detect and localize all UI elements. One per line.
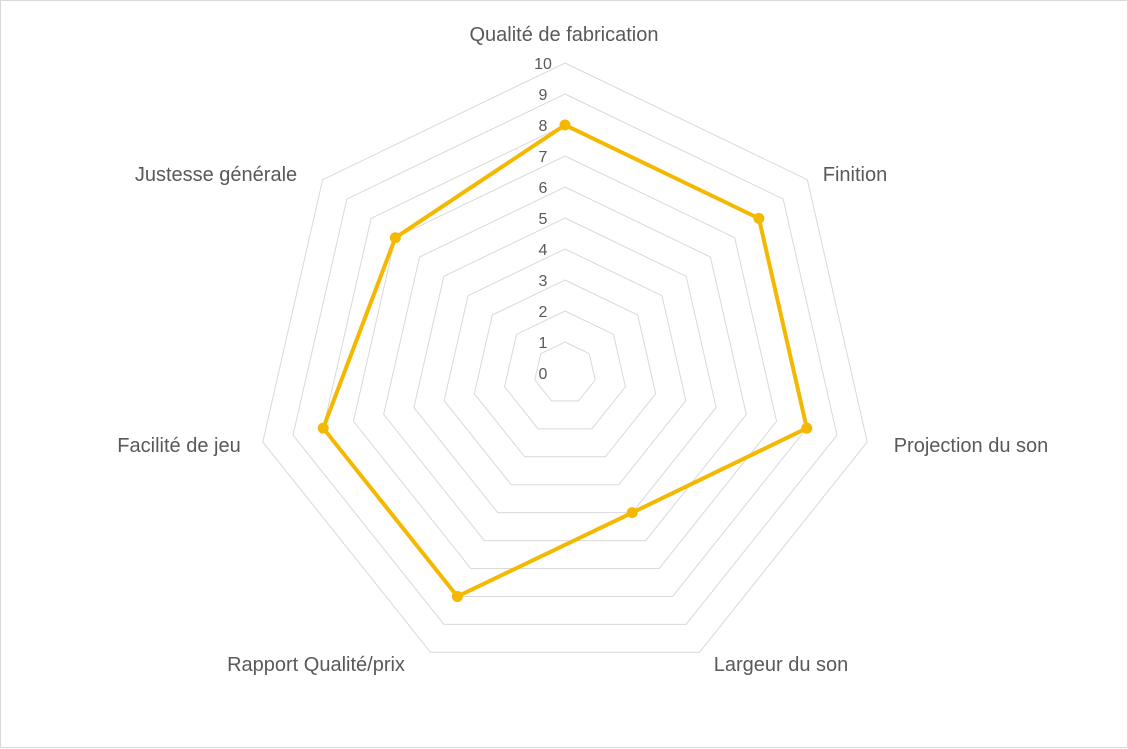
grid-ring	[352, 155, 778, 570]
tick-label: 1	[539, 335, 548, 352]
category-labels: Qualité de fabrication Finition Projection…	[117, 24, 1048, 676]
data-point	[317, 422, 329, 434]
data-point	[451, 590, 463, 602]
tick-label: 6	[539, 180, 548, 197]
series-line	[321, 123, 809, 599]
tick-label: 0	[539, 366, 548, 383]
tick-label: 10	[534, 56, 552, 73]
data-point	[626, 507, 638, 519]
category-label: Projection du son	[894, 435, 1049, 457]
tick-label: 3	[539, 273, 548, 290]
tick-labels: 0 1 2 3 4 5 6 7 8 9 10	[534, 56, 552, 383]
category-label: Qualité de fabrication	[469, 24, 658, 46]
tick-label: 5	[539, 211, 548, 228]
grid-layer	[262, 62, 868, 653]
category-label: Facilité de jeu	[117, 435, 240, 457]
tick-label: 9	[539, 87, 548, 104]
grid-ring	[504, 310, 626, 430]
data-point	[753, 212, 765, 224]
grid-ring	[262, 62, 868, 653]
grid-ring	[443, 248, 687, 486]
data-point	[389, 232, 401, 244]
data-point	[801, 422, 813, 434]
tick-label: 2	[539, 304, 548, 321]
category-label: Justesse générale	[135, 164, 297, 186]
tick-label: 8	[539, 118, 548, 135]
series-layer	[317, 119, 813, 602]
tick-label: 7	[539, 149, 548, 166]
category-label: Finition	[823, 164, 887, 186]
tick-label: 4	[539, 242, 548, 259]
grid-ring	[413, 217, 717, 514]
data-point	[559, 119, 571, 131]
grid-ring	[473, 279, 657, 458]
category-label: Largeur du son	[714, 654, 849, 676]
grid-ring	[292, 93, 838, 625]
grid-ring	[383, 186, 747, 542]
category-label: Rapport Qualité/prix	[227, 654, 405, 676]
grid-ring	[534, 341, 596, 402]
